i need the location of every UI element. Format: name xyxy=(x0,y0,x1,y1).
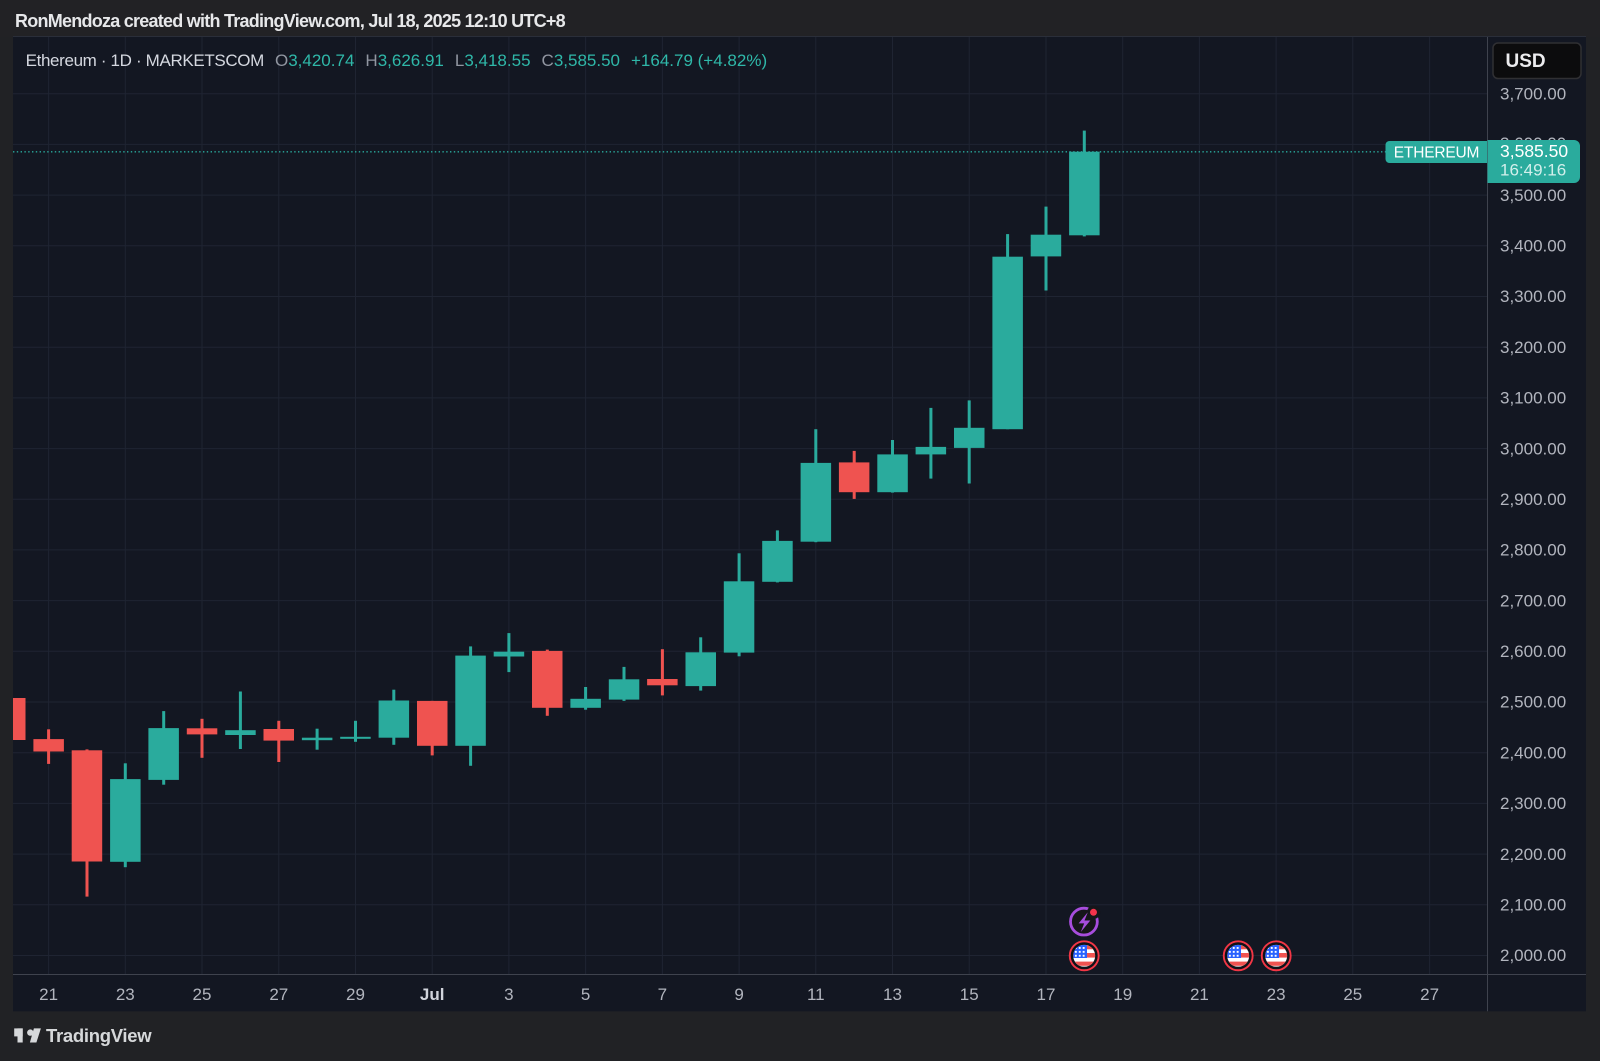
svg-text:Jul: Jul xyxy=(420,985,445,1004)
svg-text:27: 27 xyxy=(1420,985,1439,1004)
svg-text:2,700.00: 2,700.00 xyxy=(1500,591,1566,610)
svg-text:21: 21 xyxy=(39,985,58,1004)
svg-text:3,200.00: 3,200.00 xyxy=(1500,338,1566,357)
svg-text:25: 25 xyxy=(1343,985,1362,1004)
svg-text:2,100.00: 2,100.00 xyxy=(1500,896,1566,915)
svg-text:3,700.00: 3,700.00 xyxy=(1500,84,1566,103)
svg-text:16:49:16: 16:49:16 xyxy=(1500,161,1566,180)
svg-text:3,400.00: 3,400.00 xyxy=(1500,237,1566,256)
svg-text:23: 23 xyxy=(1267,985,1286,1004)
svg-text:3: 3 xyxy=(504,985,513,1004)
svg-text:9: 9 xyxy=(734,985,743,1004)
svg-text:ETHEREUM: ETHEREUM xyxy=(1394,145,1479,162)
svg-text:2,900.00: 2,900.00 xyxy=(1500,490,1566,509)
svg-text:3,100.00: 3,100.00 xyxy=(1500,389,1566,408)
svg-text:25: 25 xyxy=(193,985,212,1004)
svg-text:TradingView: TradingView xyxy=(46,1025,152,1046)
svg-text:27: 27 xyxy=(269,985,288,1004)
svg-text:USD: USD xyxy=(1506,51,1546,72)
svg-text:2,800.00: 2,800.00 xyxy=(1500,541,1566,560)
svg-text:2,200.00: 2,200.00 xyxy=(1500,845,1566,864)
svg-text:11: 11 xyxy=(807,985,825,1004)
svg-text:3,000.00: 3,000.00 xyxy=(1500,439,1566,458)
svg-text:5: 5 xyxy=(581,985,590,1004)
svg-text:23: 23 xyxy=(116,985,135,1004)
svg-text:15: 15 xyxy=(960,985,979,1004)
svg-text:29: 29 xyxy=(346,985,365,1004)
svg-text:3,300.00: 3,300.00 xyxy=(1500,287,1566,306)
svg-text:RonMendoza created with Tradin: RonMendoza created with TradingView.com,… xyxy=(15,11,566,31)
svg-text:2,300.00: 2,300.00 xyxy=(1500,794,1566,813)
svg-text:2,500.00: 2,500.00 xyxy=(1500,693,1566,712)
svg-text:2,600.00: 2,600.00 xyxy=(1500,642,1566,661)
svg-text:7: 7 xyxy=(658,985,667,1004)
svg-text:21: 21 xyxy=(1190,985,1209,1004)
svg-text:2,000.00: 2,000.00 xyxy=(1500,946,1566,965)
svg-text:19: 19 xyxy=(1113,985,1132,1004)
svg-text:3,500.00: 3,500.00 xyxy=(1500,186,1566,205)
svg-text:13: 13 xyxy=(883,985,902,1004)
svg-text:2,400.00: 2,400.00 xyxy=(1500,743,1566,762)
svg-text:3,585.50: 3,585.50 xyxy=(1500,141,1568,161)
svg-text:17: 17 xyxy=(1037,985,1056,1004)
